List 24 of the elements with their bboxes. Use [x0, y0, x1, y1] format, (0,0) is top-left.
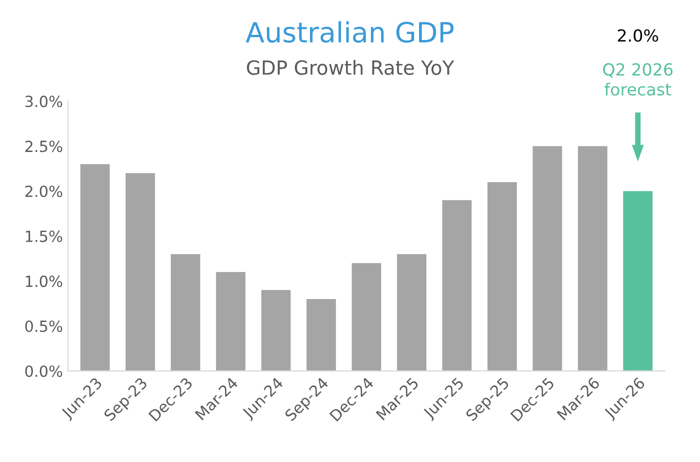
- bar: [532, 146, 562, 371]
- chart-title: Australian GDP: [246, 21, 454, 43]
- bar: [126, 173, 155, 371]
- text: Q2 2026 forecast: [603, 63, 673, 96]
- bar: [216, 272, 246, 371]
- bar: [352, 263, 382, 371]
- y-tick-label: 1.0%: [26, 276, 62, 288]
- text: 2.0%: [618, 29, 658, 42]
- y-tick-label: 2.0%: [25, 186, 62, 198]
- bar: [623, 191, 653, 371]
- bar: [396, 254, 426, 371]
- chart-subtitle: GDP Growth Rate YoY: [246, 60, 454, 75]
- bar: [487, 182, 517, 371]
- y-tick-label: 0.0%: [25, 365, 62, 378]
- y-tick-label: 2.5%: [25, 140, 62, 152]
- bar: [306, 299, 336, 371]
- bar: [442, 200, 472, 371]
- bar: [80, 164, 110, 371]
- bar: [170, 254, 200, 371]
- y-tick-label: 3.0%: [25, 96, 62, 108]
- y-tick-label: 0.5%: [25, 320, 62, 332]
- y-tick-label: 1.5%: [26, 230, 62, 242]
- bar: [578, 146, 608, 371]
- bar: [261, 290, 291, 371]
